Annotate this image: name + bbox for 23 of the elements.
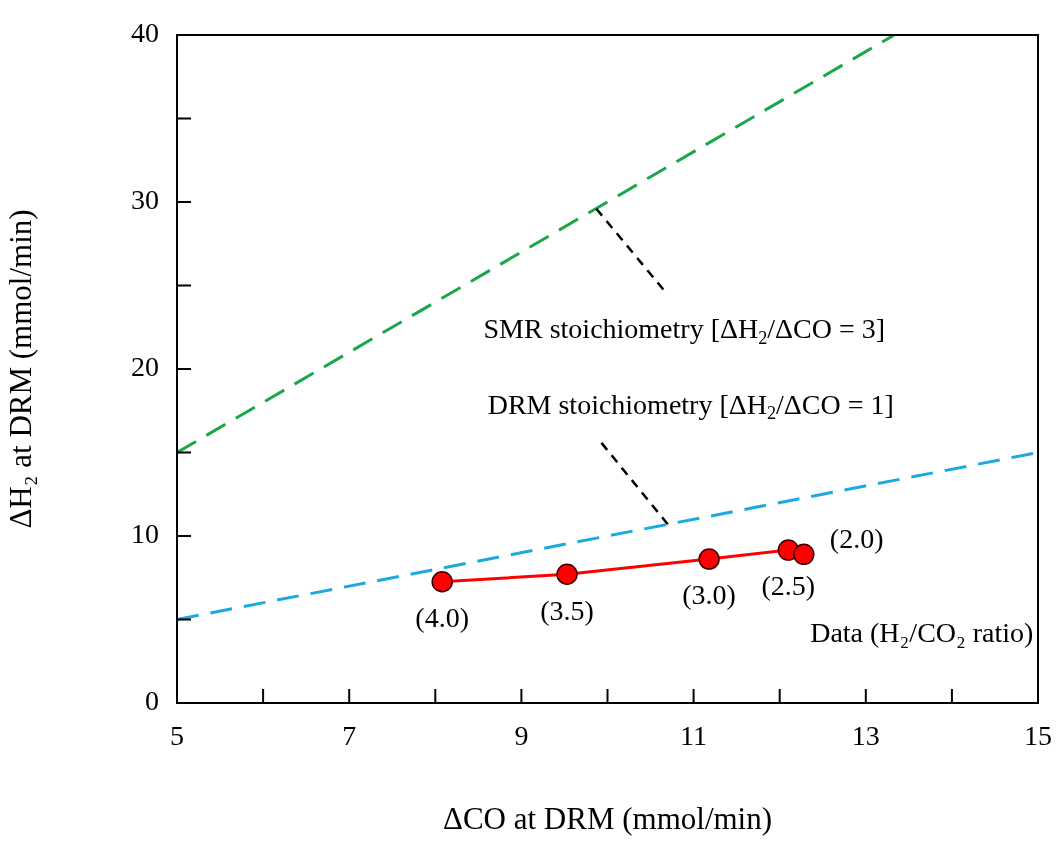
annotation: (3.5)	[540, 594, 594, 626]
y-tick-label: 20	[131, 351, 159, 383]
annotation: (2.0)	[829, 522, 884, 554]
point	[431, 571, 453, 593]
x-axis-title: ΔCO at DRM (mmol/min)	[442, 800, 773, 836]
x-tick-label: 7	[342, 720, 357, 752]
annotation: (4.0)	[415, 602, 470, 634]
point	[698, 548, 720, 570]
x-tick-label: 5	[170, 720, 184, 752]
point	[793, 543, 815, 566]
x-tick-label: 15	[1024, 720, 1052, 752]
y-axis-title: ΔH₂ at DRM (mmol/min)	[2, 209, 38, 529]
x-tick-label: 9	[514, 720, 529, 752]
annotation: (3.0)	[682, 579, 736, 611]
y-tick-label: 30	[131, 184, 159, 216]
y-tick-label: 40	[131, 17, 159, 49]
point	[556, 563, 578, 585]
y-tick-label: 0	[145, 685, 159, 717]
annotation: (2.5)	[761, 570, 816, 602]
y-tick-label: 10	[131, 518, 159, 550]
x-tick-label: 13	[851, 720, 880, 752]
series-label: Data (H₂/CO₂ ratio)	[810, 616, 1034, 648]
x-tick-label: 11	[680, 720, 708, 752]
